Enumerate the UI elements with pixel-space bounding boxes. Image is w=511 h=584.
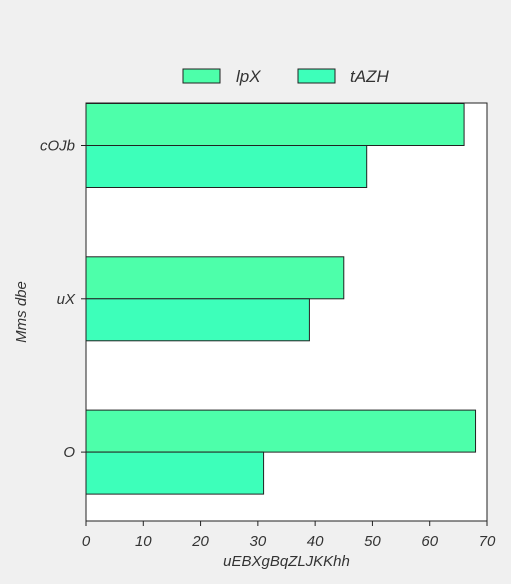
- y-tick-labels: cOJb uX O: [40, 138, 86, 461]
- legend-swatch-lpX: [182, 68, 221, 84]
- bars-group: [85, 103, 477, 495]
- legend-swatch-tAZH: [297, 68, 336, 84]
- bar-tAZH-cOJb: [85, 145, 368, 188]
- legend: lpX tAZH: [182, 67, 389, 86]
- bar-lpX-O: [85, 409, 477, 453]
- x-tick-label: 50: [364, 533, 381, 550]
- x-axis-label: uEBXgBqZLJKKhh: [223, 553, 350, 570]
- bar-lpX-uX: [85, 256, 345, 300]
- x-tick-label: 40: [307, 533, 324, 550]
- y-tick-label: uX: [57, 291, 76, 308]
- bar-lpX-cOJb: [85, 103, 465, 146]
- plot-frame: [85, 102, 488, 522]
- y-tick-label: O: [63, 444, 75, 461]
- bar-tAZH-O: [85, 451, 265, 495]
- y-axis-label: Mms dbe: [13, 281, 30, 343]
- x-tick-label: 20: [191, 533, 209, 550]
- bar-tAZH-uX: [85, 298, 310, 342]
- x-tick-label: 60: [421, 533, 438, 550]
- x-tick-label: 70: [479, 533, 496, 550]
- x-tick-label: 30: [250, 533, 267, 550]
- legend-label-tAZH: tAZH: [350, 67, 389, 86]
- legend-label-lpX: lpX: [236, 67, 261, 86]
- x-tick-labels: 0 10 20 30 40 50 60 70: [82, 521, 496, 550]
- x-tick-label: 0: [82, 533, 91, 550]
- y-tick-label: cOJb: [40, 138, 75, 155]
- x-tick-label: 10: [135, 533, 152, 550]
